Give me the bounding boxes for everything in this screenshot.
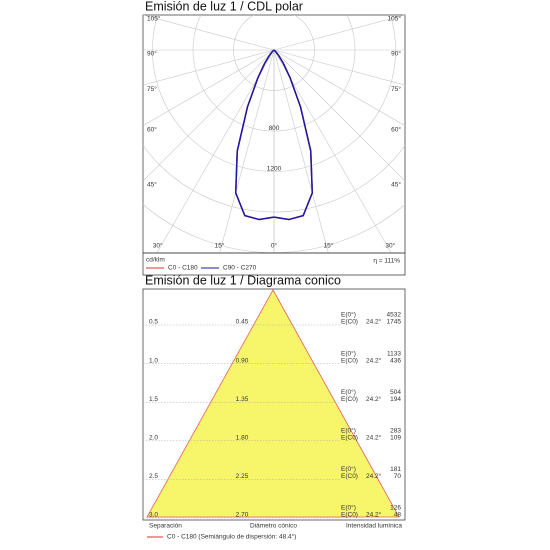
angle-label: 60° [391, 125, 401, 133]
grid-ray [273, 49, 405, 126]
angle-label: 45° [391, 181, 401, 189]
ec0-label: E(C0) [341, 319, 358, 326]
grid-ray [273, 15, 405, 51]
ec0: 109 [390, 435, 401, 442]
angle-label: 75° [147, 85, 157, 93]
angle-label: 30° [153, 242, 163, 250]
angle-label: 0° [271, 242, 278, 250]
angle: 24.2° [366, 356, 382, 364]
grid-ray [143, 15, 275, 51]
legend-label: C90 - C270 [223, 265, 257, 272]
unit: cd/klm [146, 257, 165, 264]
diameter: 2.70 [236, 512, 249, 519]
ec0: 436 [390, 357, 401, 364]
grid-ray [273, 49, 392, 253]
e0: 283 [390, 428, 401, 435]
legend-frame [142, 252, 406, 276]
angle-label: 60° [147, 125, 157, 133]
height: 2.0 [149, 435, 158, 442]
diameter: 2.25 [236, 473, 249, 480]
diameter: 1.80 [236, 435, 249, 442]
angle: 24.2° [366, 395, 382, 403]
angle: 24.2° [366, 511, 382, 519]
ec0-label: E(C0) [341, 512, 358, 519]
e0-label: E(0°) [341, 388, 356, 396]
ec0-label: E(C0) [341, 473, 358, 480]
diameter: 0.45 [236, 319, 249, 326]
height: 1.5 [149, 396, 158, 403]
ec0: 70 [394, 473, 402, 480]
e0-label: E(0°) [341, 427, 356, 435]
grid-ray [273, 49, 329, 253]
diameter: 0.90 [236, 357, 249, 364]
grid-ray [143, 49, 275, 86]
intensity-curve [234, 49, 275, 221]
radial-label: 1200 [267, 165, 282, 172]
angle-label: 105° [147, 15, 161, 23]
angle: 24.2° [366, 434, 382, 442]
grid-ray [219, 49, 275, 253]
footer-intensity: Intensidad lumínica [346, 523, 402, 530]
radial-label: 800 [269, 125, 280, 132]
cone-title: Emisión de luz 1 / Diagrama conico [145, 273, 341, 287]
angle: 24.2° [366, 472, 382, 480]
height: 2.5 [149, 473, 158, 480]
efficiency: η = 111% [373, 258, 400, 265]
polar-curves [234, 49, 314, 221]
angle: 24.2° [366, 318, 382, 326]
ec0: 194 [390, 396, 401, 403]
e0-label: E(0°) [341, 349, 356, 357]
intensity-curve [273, 49, 314, 221]
polar-grid [143, 15, 405, 253]
angle-label: 90° [391, 50, 401, 58]
angle-label: 90° [147, 50, 157, 58]
e0-label: E(0°) [341, 465, 356, 473]
angle-label: 45° [147, 181, 157, 189]
ec0-label: E(C0) [341, 357, 358, 364]
diameter: 1.35 [236, 396, 249, 403]
ec0-label: E(C0) [341, 396, 358, 403]
ec0: 48 [394, 512, 402, 519]
height: 1.0 [149, 357, 158, 364]
e0-label: E(0°) [341, 504, 356, 512]
e0: 126 [390, 505, 401, 512]
grid-ray [273, 49, 405, 182]
e0-label: E(0°) [341, 311, 356, 319]
grid-ray [156, 49, 275, 253]
grid-ray [143, 49, 275, 182]
grid-ray [143, 49, 275, 126]
cone-shape [146, 289, 400, 518]
angle-label: 75° [391, 85, 401, 93]
polar-labels: 800 1200 105° 105° 90° 90° 75° 75° 60° 60° 45° 45° 3… [147, 15, 401, 250]
ec0: 1745 [387, 319, 402, 326]
e0: 4532 [387, 312, 402, 319]
e0: 1133 [387, 350, 401, 357]
e0: 181 [390, 466, 401, 473]
footer-separation: Separación [149, 523, 182, 530]
height: 0.5 [149, 319, 158, 326]
angle-label: 30° [385, 242, 395, 250]
ec0-label: E(C0) [341, 435, 358, 442]
e0: 504 [390, 389, 401, 396]
legend: C0 - C180 C90 - C270 [146, 265, 257, 272]
cone-legend: C0 - C180 (Semiángulo de dispersión: 48.… [167, 533, 296, 541]
height: 3.0 [149, 512, 158, 519]
angle-label: 15° [215, 242, 225, 250]
angle-label: 15° [323, 242, 333, 250]
polar-title: Emisión de luz 1 / CDL polar [145, 0, 303, 13]
legend-label: C0 - C180 [168, 265, 198, 272]
footer-diameter: Diámetro cónico [250, 523, 297, 530]
grid-ray [273, 49, 405, 86]
angle-label: 105° [388, 15, 402, 23]
